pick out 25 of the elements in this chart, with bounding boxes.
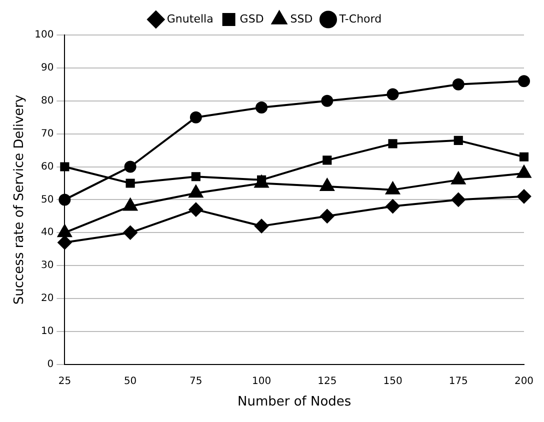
- y-tick-label: 20: [40, 293, 54, 304]
- x-tick-label: 175: [448, 376, 468, 387]
- x-tick-label: 200: [514, 376, 534, 387]
- legend-label: Gnutella: [166, 12, 214, 26]
- x-tick-label: 125: [318, 376, 337, 387]
- x-tick-label: 25: [58, 376, 72, 387]
- y-tick-label: 30: [40, 260, 54, 272]
- legend-label: GSD: [240, 12, 264, 26]
- y-tick-label: 50: [40, 194, 54, 206]
- x-tick-label: 100: [252, 376, 272, 387]
- y-tick-label: 100: [34, 30, 54, 41]
- x-axis-title: Number of Nodes: [237, 394, 352, 410]
- y-tick-label: 10: [40, 326, 54, 338]
- legend-label: T-Chord: [338, 12, 382, 26]
- y-tick-label: 70: [40, 128, 54, 140]
- y-tick-label: 80: [40, 95, 54, 106]
- x-tick-label: 50: [124, 376, 137, 387]
- y-tick-label: 40: [40, 227, 54, 238]
- x-tick-label: 75: [190, 376, 202, 387]
- y-axis-title: Success rate of Service Delivery: [12, 94, 28, 305]
- legend-label: SSD: [290, 12, 313, 26]
- x-tick-label: 150: [383, 376, 402, 387]
- y-tick-label: 60: [40, 161, 54, 172]
- y-tick-label: 90: [40, 62, 54, 74]
- y-tick-label: 0: [47, 358, 54, 370]
